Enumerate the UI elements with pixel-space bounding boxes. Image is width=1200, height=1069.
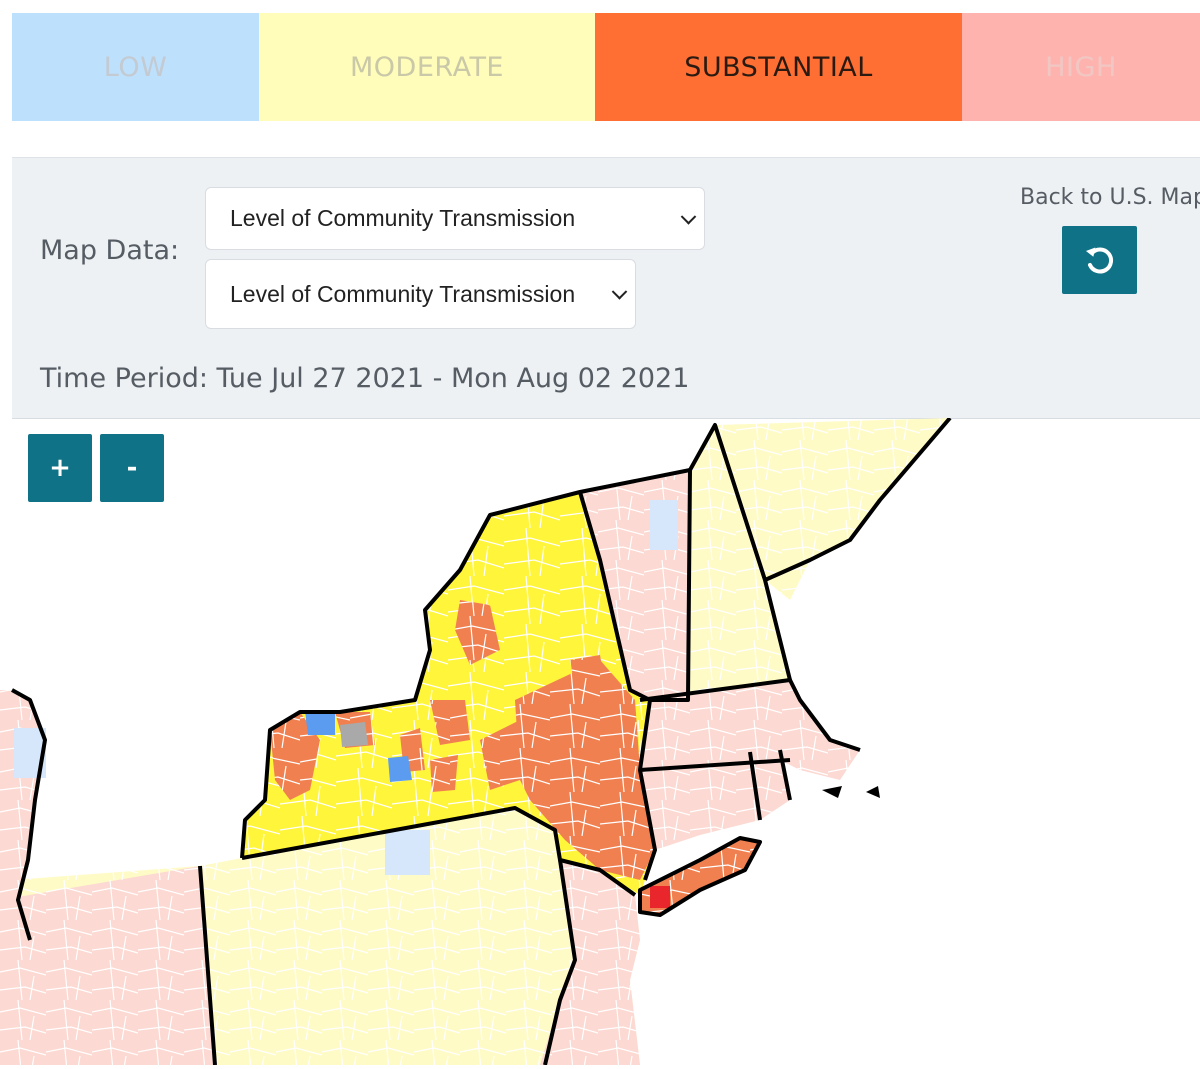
pa-low-county (385, 830, 430, 875)
select-secondary-value: Level of Community Transmission (230, 280, 576, 307)
ny-hudson-valley-orange (515, 660, 655, 880)
legend-substantial-label: SUBSTANTIAL (684, 51, 873, 83)
legend-substantial: SUBSTANTIAL (595, 13, 962, 121)
map-svg (0, 416, 952, 1066)
ny-mid-orange (430, 700, 470, 745)
undo-icon (1085, 247, 1113, 274)
ny-nodata-county (340, 722, 368, 747)
map-data-select-primary[interactable]: Level of Community Transmission (205, 187, 705, 250)
maine-region (715, 418, 950, 600)
ny-west-orange (270, 712, 320, 800)
county-map[interactable] (0, 416, 1200, 1066)
select-primary-value: Level of Community Transmission (230, 205, 576, 231)
state-borders (11, 416, 952, 1066)
ny-mid-orange-2 (430, 755, 458, 792)
zoom-in-button[interactable]: + (28, 434, 92, 502)
connecticut-region (640, 752, 760, 850)
ny-low-county-west (305, 712, 335, 735)
ny-east-orange (570, 655, 608, 705)
zoom-out-button[interactable]: - (100, 434, 164, 502)
legend-moderate: MODERATE (259, 13, 595, 121)
legend-high-label: HIGH (1045, 51, 1117, 83)
time-period: Time Period: Tue Jul 27 2021 - Mon Aug 0… (40, 363, 690, 394)
map-data-select-secondary[interactable]: Level of Community Transmission (205, 259, 636, 329)
legend-low: LOW (12, 13, 259, 121)
new-jersey-region (540, 860, 640, 1065)
new-hampshire-region (688, 425, 790, 700)
map-data-label: Map Data: (40, 235, 180, 266)
nyc-high-county (650, 886, 670, 908)
transmission-legend: LOW MODERATE SUBSTANTIAL HIGH (12, 13, 1200, 121)
chevron-down-icon (611, 284, 628, 300)
rhode-island-region (750, 750, 790, 820)
legend-moderate-label: MODERATE (350, 51, 504, 83)
chevron-down-icon (680, 208, 697, 225)
legend-high: HIGH (962, 13, 1200, 121)
map-controls-panel: Map Data: Level of Community Transmissio… (12, 157, 1200, 419)
legend-low-label: LOW (103, 51, 168, 83)
ny-north-orange (455, 600, 500, 665)
island-1 (822, 786, 842, 798)
back-to-us-map-button[interactable] (1062, 226, 1137, 294)
pennsylvania-west-pink (0, 866, 215, 1065)
island-2 (866, 786, 880, 798)
massachusetts-region (640, 680, 860, 780)
vermont-low-county (650, 500, 678, 550)
back-to-us-map-label: Back to U.S. Map (1020, 185, 1200, 210)
ny-low-county-central (388, 756, 412, 782)
ny-central-orange (480, 720, 520, 790)
